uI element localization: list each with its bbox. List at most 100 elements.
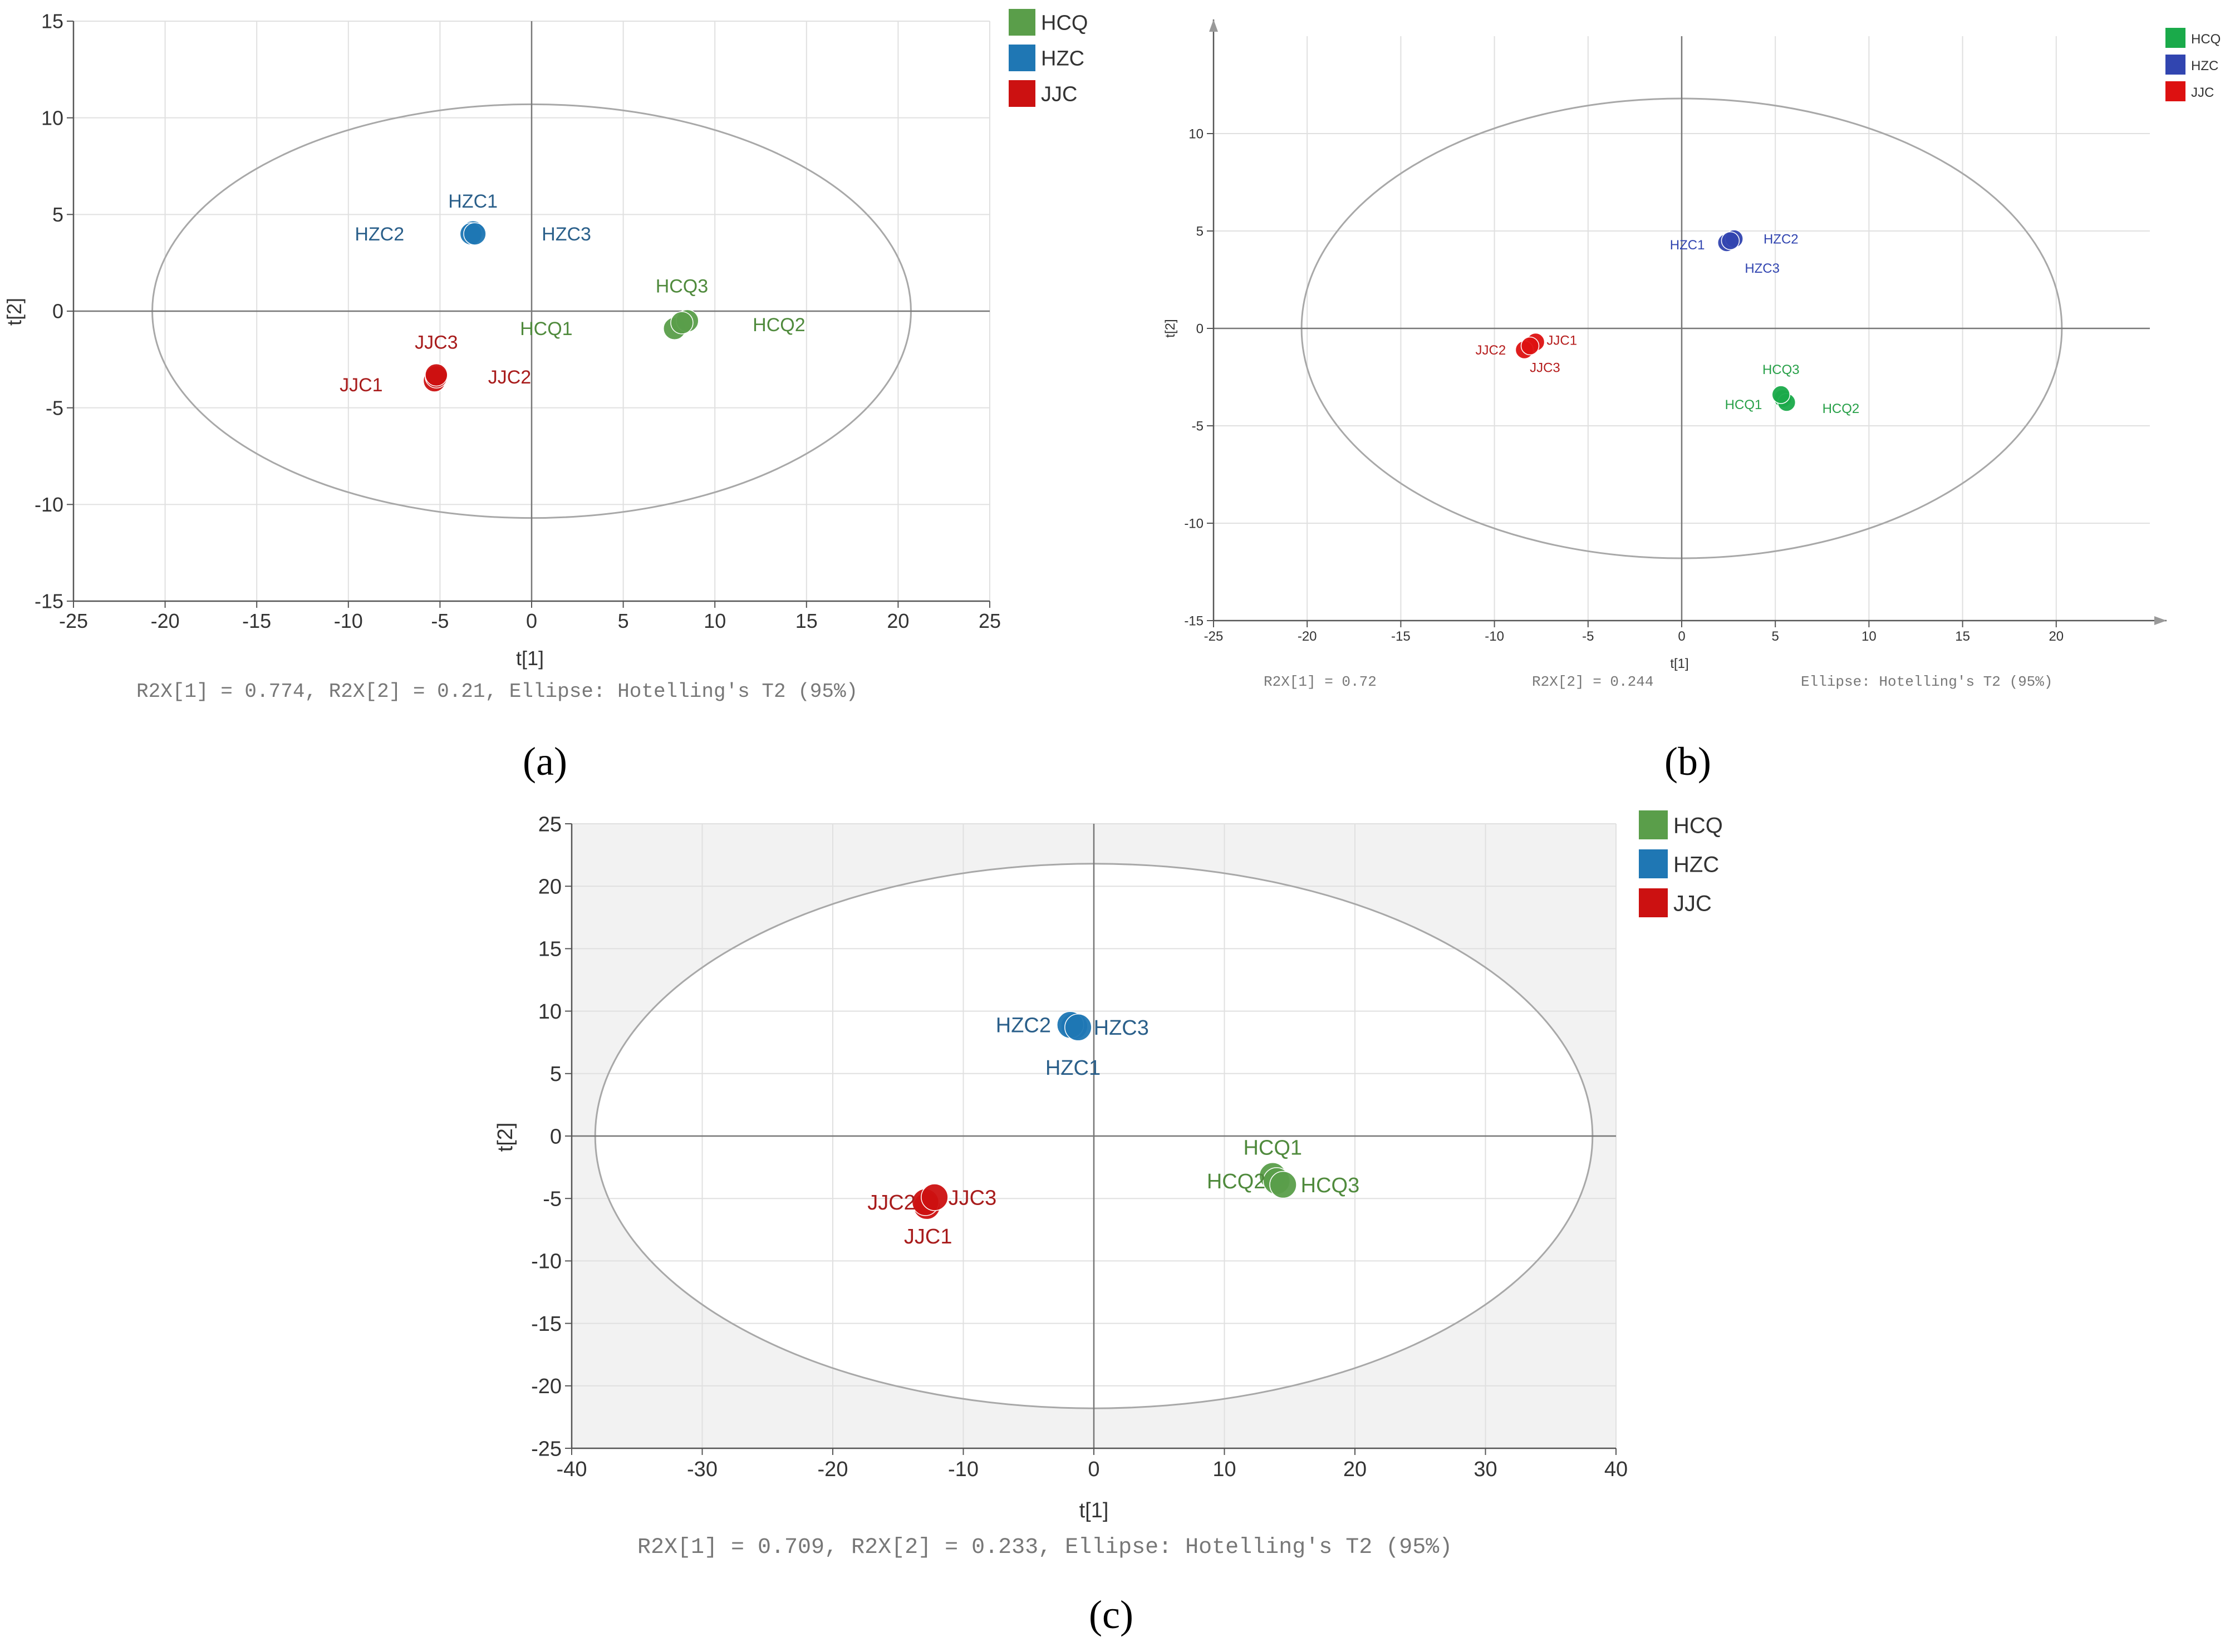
data-point (1721, 231, 1740, 250)
point-label: JJC3 (415, 332, 458, 353)
y-tick-label: 0 (550, 1125, 562, 1148)
legend-swatch (1639, 810, 1668, 839)
panel-label-c: (c) (1089, 1592, 1133, 1637)
x-tick-label: 20 (1343, 1458, 1367, 1481)
x-axis-arrow (2154, 616, 2167, 625)
y-tick-label: -15 (1184, 613, 1204, 628)
x-tick-label: 20 (2049, 629, 2064, 644)
point-label: HCQ2 (1823, 401, 1860, 416)
x-tick-label: 15 (1955, 629, 1970, 644)
panel-a-chart: -25 -20 -15 -10 -5 0 5 10 15 20 25 -15 -10 -5 0 5 10 15 t[… (3, 9, 1088, 703)
x-tick-label: -5 (431, 609, 449, 632)
point-label: HCQ1 (520, 318, 572, 340)
x-tick-label: -15 (242, 609, 271, 632)
legend-label: HCQ (2191, 32, 2221, 47)
r2x-footer: R2X[1] = 0.709, R2X[2] = 0.233, Ellipse:… (637, 1535, 1452, 1560)
point-label: HCQ3 (1762, 362, 1800, 377)
data-point (670, 311, 694, 335)
x-axis-title: t[1] (1079, 1499, 1109, 1522)
y-tick-label: 5 (550, 1063, 562, 1086)
legend-label: HCQ (1041, 11, 1088, 35)
point-label: JJC2 (1476, 343, 1506, 358)
legend-swatch (1639, 849, 1668, 878)
point-label: HCQ3 (656, 276, 708, 297)
y-tick-label: 10 (1188, 126, 1204, 141)
legend-swatch (1009, 9, 1035, 36)
x-tick-label: -40 (557, 1458, 587, 1481)
y-axis-title: t[2] (494, 1123, 517, 1152)
y-tick-label: -15 (531, 1312, 562, 1336)
x-tick-label: 20 (887, 609, 909, 632)
legend-swatch (2165, 55, 2185, 75)
point-label: HCQ2 (753, 314, 805, 336)
y-tick-label: -20 (531, 1375, 562, 1398)
data-point (1269, 1171, 1297, 1199)
y-tick-label: -10 (531, 1250, 562, 1274)
y-tick-label: 5 (1196, 224, 1204, 239)
y-tick-label: 0 (1196, 321, 1204, 336)
point-label: HZC3 (542, 224, 591, 245)
r2x-footer: R2X[1] = 0.774, R2X[2] = 0.21, Ellipse: … (136, 680, 858, 703)
legend-label: HCQ (1673, 814, 1723, 838)
point-label: JJC2 (867, 1191, 916, 1215)
point-label: JJC2 (488, 367, 531, 388)
x-tick-label: 0 (1088, 1458, 1099, 1481)
data-point (1771, 385, 1791, 404)
panel-c-chart: -40 -30 -20 -10 0 10 20 30 40 -25 -20 -15 -10 -5 0 5 10 1… (494, 810, 1723, 1560)
x-tick-label: 0 (526, 609, 537, 632)
panel-b-chart: -25 -20 -15 -10 -5 0 5 10 15 20 -15 -10 -5 0 5 10 t[1] t[… (1163, 19, 2221, 690)
r2x-footer-item: R2X[2] = 0.244 (1532, 673, 1653, 690)
x-tick-label: 40 (1604, 1458, 1628, 1481)
x-tick-label: -20 (1298, 629, 1317, 644)
legend-label: HZC (1673, 853, 1719, 877)
data-point (1520, 336, 1540, 356)
y-tick-label: -5 (543, 1188, 562, 1211)
panel-label-b: (b) (1664, 739, 1711, 784)
point-label: HZC1 (1670, 238, 1705, 253)
legend-swatch (2165, 81, 2185, 101)
y-axis-arrow (1209, 19, 1218, 32)
x-tick-label: 0 (1678, 629, 1685, 644)
legend-label: HZC (2191, 58, 2218, 73)
x-tick-label: 10 (1212, 1458, 1236, 1481)
point-label: HCQ1 (1725, 397, 1762, 412)
data-point (425, 363, 448, 387)
point-label: JJC3 (1530, 360, 1560, 375)
x-tick-label: -15 (1391, 629, 1411, 644)
x-tick-label: -10 (1485, 629, 1504, 644)
legend-label: HZC (1041, 47, 1084, 70)
data-point (463, 222, 487, 245)
x-tick-label: -30 (687, 1458, 718, 1481)
x-tick-label: -10 (334, 609, 363, 632)
x-tick-label: 5 (618, 609, 629, 632)
y-tick-label: 15 (41, 10, 63, 33)
y-tick-label: -10 (35, 493, 63, 516)
y-tick-label: 10 (41, 106, 63, 129)
x-tick-label: 10 (1861, 629, 1877, 644)
point-label: HZC3 (1094, 1016, 1149, 1040)
x-tick-label: -20 (818, 1458, 848, 1481)
point-label: HZC2 (355, 224, 404, 245)
point-label: HZC1 (1045, 1056, 1101, 1080)
legend-swatch (2165, 28, 2185, 48)
legend-swatch (1009, 80, 1035, 107)
y-tick-label: 15 (538, 938, 562, 961)
legend-swatch (1639, 888, 1668, 917)
data-point (921, 1183, 949, 1211)
y-axis-title: t[2] (1163, 319, 1178, 337)
y-tick-label: -25 (531, 1437, 562, 1461)
point-label: HZC2 (1764, 232, 1799, 247)
x-tick-label: 5 (1772, 629, 1779, 644)
point-label: HZC2 (996, 1014, 1051, 1038)
point-label: HCQ3 (1301, 1174, 1360, 1197)
y-tick-label: -5 (1192, 419, 1204, 434)
x-axis-title: t[1] (1670, 656, 1688, 671)
y-tick-label: 10 (538, 1000, 562, 1024)
panel-label-a: (a) (523, 739, 567, 784)
legend-label: JJC (1673, 892, 1712, 916)
r2x-footer-item: R2X[1] = 0.72 (1264, 673, 1377, 690)
point-label: HCQ1 (1243, 1136, 1302, 1159)
data-point (1064, 1014, 1092, 1041)
x-axis-title: t[1] (516, 647, 544, 670)
